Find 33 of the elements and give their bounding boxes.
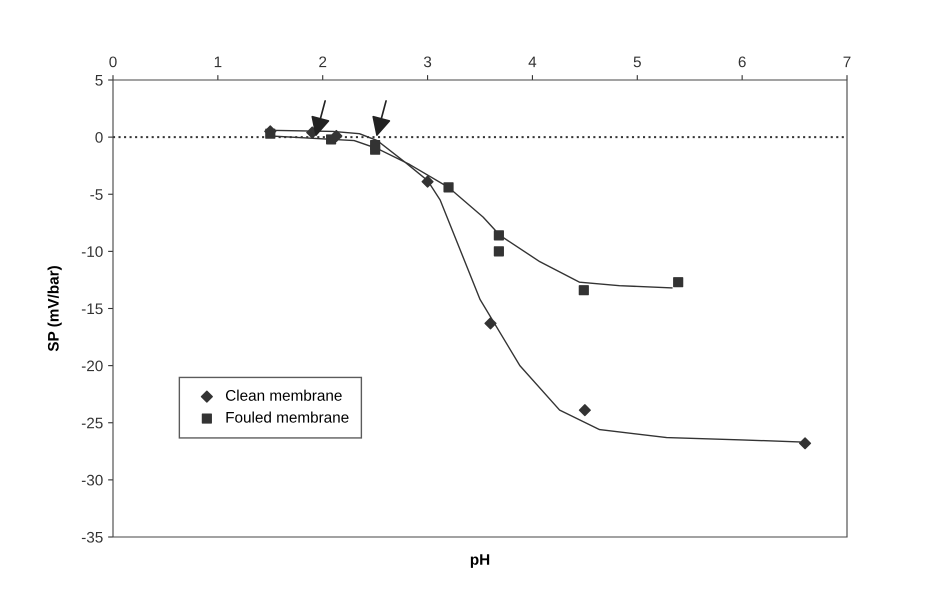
x-tick-label: 3 [424,56,432,68]
point [494,246,504,256]
x-tick-label: 4 [528,56,536,68]
y-axis-title: SP (mV/bar) [48,266,62,352]
point [578,285,589,296]
legend-label: Clean membrane [226,390,342,401]
y-tick-label: -35 [82,532,103,543]
y-tick-label: 5 [95,75,103,86]
point [326,134,336,144]
x-axis-title: pH [470,554,490,568]
point [370,144,380,155]
y-tick-label: -10 [82,246,103,258]
point [265,128,276,139]
y-tick-label: -5 [90,189,103,200]
point [798,437,812,450]
x-tick-label: 5 [634,56,641,68]
x-tick-label: 7 [844,56,850,68]
point [421,176,434,188]
point [673,277,684,288]
point [578,404,591,416]
x-tick-label: 6 [738,56,746,68]
point [443,182,454,192]
y-tick-label: 0 [95,132,103,143]
y-tick-label: -25 [82,418,103,428]
point [494,230,504,240]
x-tick-label: 0 [109,56,117,68]
y-tick-label: -15 [82,304,103,314]
y-tick-label: -20 [82,360,103,372]
y-tick-label: -30 [82,474,103,486]
legend-label: Fouled membrane [226,411,348,423]
point [484,317,497,330]
x-tick-label: 1 [214,56,222,68]
x-tick-label: 2 [319,56,326,68]
